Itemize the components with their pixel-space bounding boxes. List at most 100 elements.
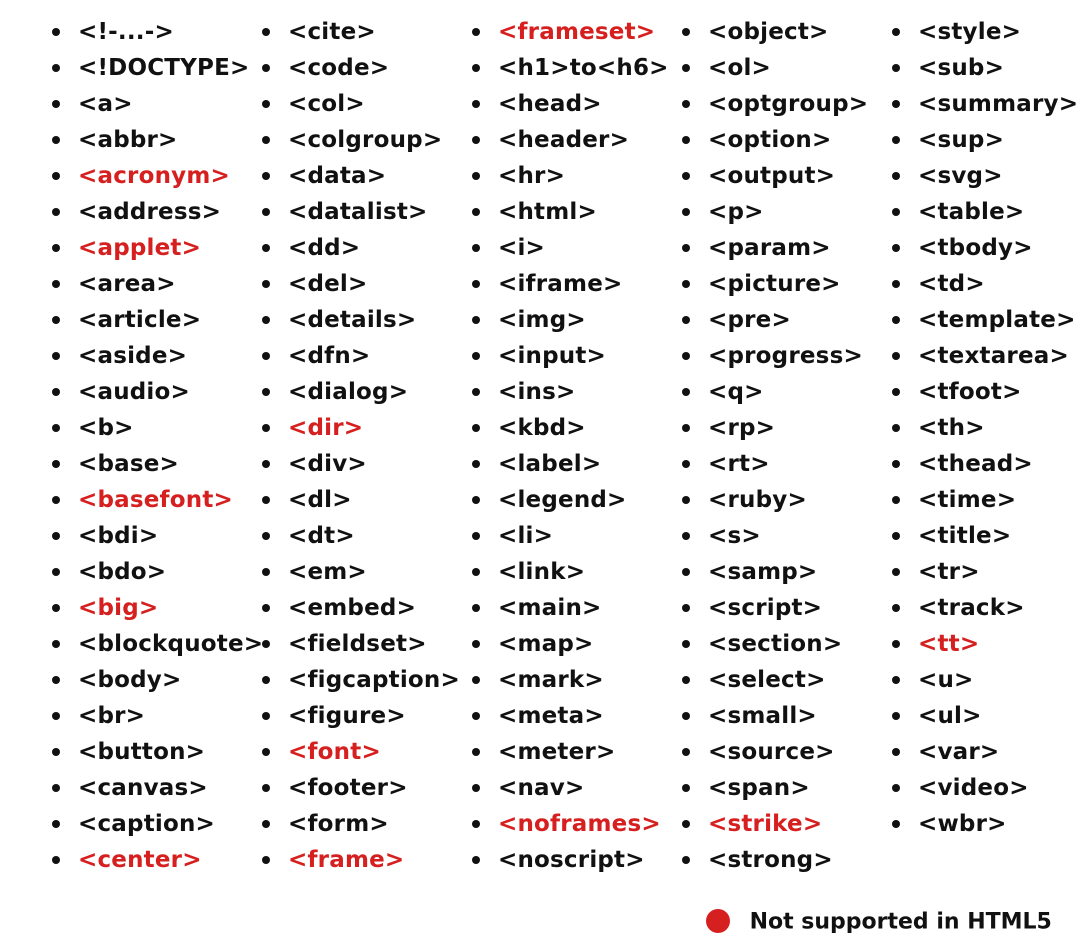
tag-list-item: <thead>	[892, 446, 1078, 482]
tag-list-item: <col>	[262, 86, 460, 122]
tag-list-item: <form>	[262, 806, 460, 842]
tag-list-item: <area>	[52, 266, 263, 302]
tag-list-item: <ins>	[472, 374, 669, 410]
tag-list-item: <svg>	[892, 158, 1078, 194]
tag-list-item: <legend>	[472, 482, 669, 518]
tag-list-item: <style>	[892, 14, 1078, 50]
tag-list-item: <aside>	[52, 338, 263, 374]
tag-list-item: <noframes>	[472, 806, 669, 842]
tag-list-item: <var>	[892, 734, 1078, 770]
tag-list-item: <picture>	[682, 266, 868, 302]
tag-list-item: <ol>	[682, 50, 868, 86]
tag-list-item: <section>	[682, 626, 868, 662]
tag-list-item: <sub>	[892, 50, 1078, 86]
tag-list-item: <code>	[262, 50, 460, 86]
tag-list-item: <tr>	[892, 554, 1078, 590]
tag-list-item: <canvas>	[52, 770, 263, 806]
tag-list-item: <html>	[472, 194, 669, 230]
tag-list-item: <source>	[682, 734, 868, 770]
tag-list-item: <datalist>	[262, 194, 460, 230]
tag-list-item: <time>	[892, 482, 1078, 518]
tag-list-item: <p>	[682, 194, 868, 230]
tag-list-item: <textarea>	[892, 338, 1078, 374]
legend-label: Not supported in HTML5	[749, 909, 1052, 935]
tag-list-item: <body>	[52, 662, 263, 698]
tag-list-item: <footer>	[262, 770, 460, 806]
tag-list-item: <abbr>	[52, 122, 263, 158]
tag-list-item: <figure>	[262, 698, 460, 734]
tag-list-item: <title>	[892, 518, 1078, 554]
tag-list-item: <base>	[52, 446, 263, 482]
tag-list-item: <button>	[52, 734, 263, 770]
tag-list-item: <param>	[682, 230, 868, 266]
tag-list-item: <em>	[262, 554, 460, 590]
tag-list-item: <tbody>	[892, 230, 1078, 266]
tag-list-item: <meta>	[472, 698, 669, 734]
tag-list-item: <pre>	[682, 302, 868, 338]
tag-list-item: <blockquote>	[52, 626, 263, 662]
tag-list-item: <rt>	[682, 446, 868, 482]
tag-list-item: <object>	[682, 14, 868, 50]
tag-list-item: <frameset>	[472, 14, 669, 50]
tag-list-item: <br>	[52, 698, 263, 734]
tag-list-item: <center>	[52, 842, 263, 878]
tag-list-item: <output>	[682, 158, 868, 194]
tag-list-item: <rp>	[682, 410, 868, 446]
tag-list-item: <progress>	[682, 338, 868, 374]
tag-list-item: <span>	[682, 770, 868, 806]
tag-list-item: <main>	[472, 590, 669, 626]
tag-column-3: <frameset> <h1>to<h6> <head> <header> <hr> <h…	[472, 14, 669, 878]
tag-list-item: <acronym>	[52, 158, 263, 194]
tag-list-item: <bdi>	[52, 518, 263, 554]
tag-list-item: <colgroup>	[262, 122, 460, 158]
tag-list-item: <frame>	[262, 842, 460, 878]
tag-list-item: <small>	[682, 698, 868, 734]
tag-list-item: <div>	[262, 446, 460, 482]
tag-list-item: <li>	[472, 518, 669, 554]
tag-list-item: <sup>	[892, 122, 1078, 158]
tag-list-item: <option>	[682, 122, 868, 158]
tag-list-item: <applet>	[52, 230, 263, 266]
tag-list-item: <data>	[262, 158, 460, 194]
tag-list-item: <video>	[892, 770, 1078, 806]
tag-list-item: <a>	[52, 86, 263, 122]
tag-list-item: <bdo>	[52, 554, 263, 590]
tag-list-item: <q>	[682, 374, 868, 410]
tag-list-item: <ruby>	[682, 482, 868, 518]
tag-list-item: <samp>	[682, 554, 868, 590]
legend: Not supported in HTML5	[706, 904, 1052, 940]
tag-column-4: <object> <ol> <optgroup> <option> <output> <p…	[682, 14, 868, 878]
tag-list-item: <fieldset>	[262, 626, 460, 662]
tag-list-item: <link>	[472, 554, 669, 590]
tag-list-item: <strike>	[682, 806, 868, 842]
tag-list-item: <nav>	[472, 770, 669, 806]
tag-list-item: <ul>	[892, 698, 1078, 734]
tag-list-item: <wbr>	[892, 806, 1078, 842]
tag-list-item: <meter>	[472, 734, 669, 770]
tag-list-item: <summary>	[892, 86, 1078, 122]
tag-list-item: <tt>	[892, 626, 1078, 662]
tag-list-item: <figcaption>	[262, 662, 460, 698]
tag-list-item: <head>	[472, 86, 669, 122]
tag-list-item: <script>	[682, 590, 868, 626]
tag-list-item: <dir>	[262, 410, 460, 446]
tag-list-item: <article>	[52, 302, 263, 338]
tag-list-item: <noscript>	[472, 842, 669, 878]
tag-list-item: <u>	[892, 662, 1078, 698]
tag-column-1: <!-...-> <!DOCTYPE> <a> <abbr> <acronym> <add…	[52, 14, 263, 878]
tag-list-item: <mark>	[472, 662, 669, 698]
tag-list-item: <dt>	[262, 518, 460, 554]
tag-list-item: <hr>	[472, 158, 669, 194]
tag-list-item: <optgroup>	[682, 86, 868, 122]
tag-list-item: <big>	[52, 590, 263, 626]
tag-list-item: <caption>	[52, 806, 263, 842]
tag-list-item: <iframe>	[472, 266, 669, 302]
tag-list-item: <header>	[472, 122, 669, 158]
tag-column-2: <cite> <code> <col> <colgroup> <data> <datali…	[262, 14, 460, 878]
tag-list-item: <address>	[52, 194, 263, 230]
tag-list-item: <h1>to<h6>	[472, 50, 669, 86]
tag-list-item: <b>	[52, 410, 263, 446]
tag-list-item: <strong>	[682, 842, 868, 878]
tag-list-item: <!DOCTYPE>	[52, 50, 263, 86]
tag-list-item: <del>	[262, 266, 460, 302]
